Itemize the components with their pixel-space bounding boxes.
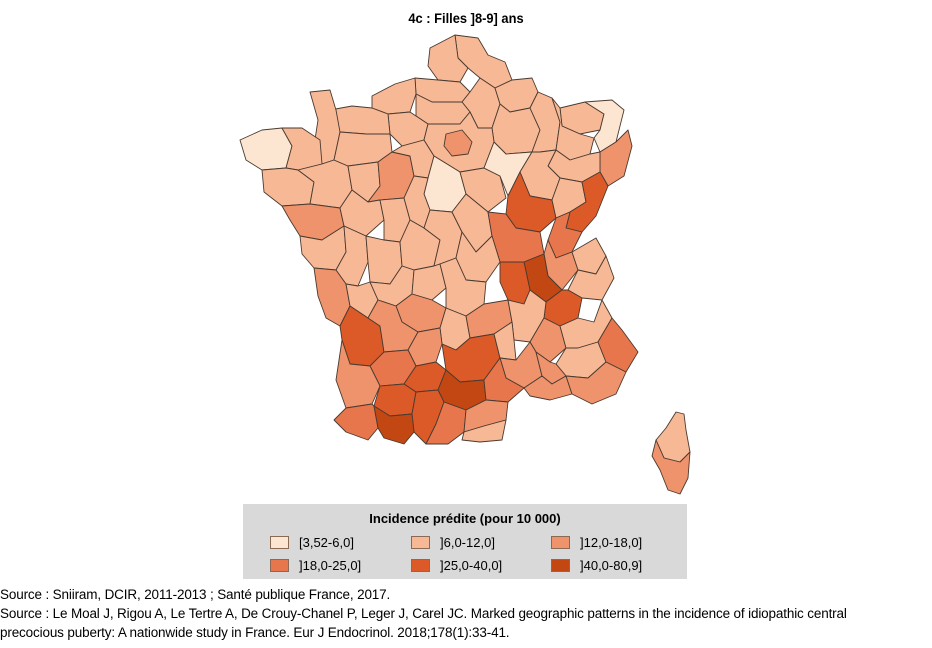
legend-item: ]12,0-18,0] <box>551 534 642 550</box>
map-legend: Incidence prédite (pour 10 000) [3,52-6,… <box>243 504 687 579</box>
legend-swatch <box>551 558 570 572</box>
region-var <box>565 361 627 405</box>
region-lozere <box>493 321 517 361</box>
source-line-3: precocious puberty: A nationwide study i… <box>0 625 510 640</box>
region-finistere <box>239 127 293 171</box>
legend-swatch <box>411 558 430 572</box>
region-pyrenees-orientales <box>461 419 507 443</box>
legend-item: ]40,0-80,9] <box>551 557 642 573</box>
legend-swatch <box>411 535 430 549</box>
source-line-2: Source : Le Moal J, Rigou A, Le Tertre A… <box>0 606 847 621</box>
legend-title: Incidence prédite (pour 10 000) <box>369 511 561 526</box>
legend-swatch <box>270 535 289 549</box>
legend-item: [3,52-6,0] <box>270 534 354 550</box>
region-corse-du-sud <box>651 439 691 495</box>
legend-label: ]6,0-12,0] <box>440 534 495 550</box>
region-paris-center <box>443 129 473 157</box>
source-line-1: Source : Sniiram, DCIR, 2011-2013 ; Sant… <box>0 587 391 602</box>
legend-label: ]40,0-80,9] <box>580 557 643 573</box>
legend-label: ]18,0-25,0] <box>299 557 362 573</box>
legend-label: [3,52-6,0] <box>299 534 354 550</box>
legend-item: ]18,0-25,0] <box>270 557 361 573</box>
region-pyrenees-atlantiques <box>333 403 379 441</box>
legend-label: ]12,0-18,0] <box>580 534 643 550</box>
legend-item: ]25,0-40,0] <box>411 557 502 573</box>
legend-swatch <box>551 535 570 549</box>
region-loire <box>499 261 531 305</box>
map-title: 4c : Filles ]8-9] ans <box>408 10 524 26</box>
legend-label: ]25,0-40,0] <box>440 557 503 573</box>
region-pas-de-calais <box>427 34 469 83</box>
region-hautes-pyrenees <box>373 405 415 445</box>
region-landes <box>335 339 381 409</box>
france-choropleth-map <box>239 34 691 495</box>
region-seine-maritime <box>371 77 417 115</box>
legend-item: ]6,0-12,0] <box>411 534 495 550</box>
region-meurthe-et-moselle <box>551 97 595 161</box>
legend-swatch <box>270 558 289 572</box>
